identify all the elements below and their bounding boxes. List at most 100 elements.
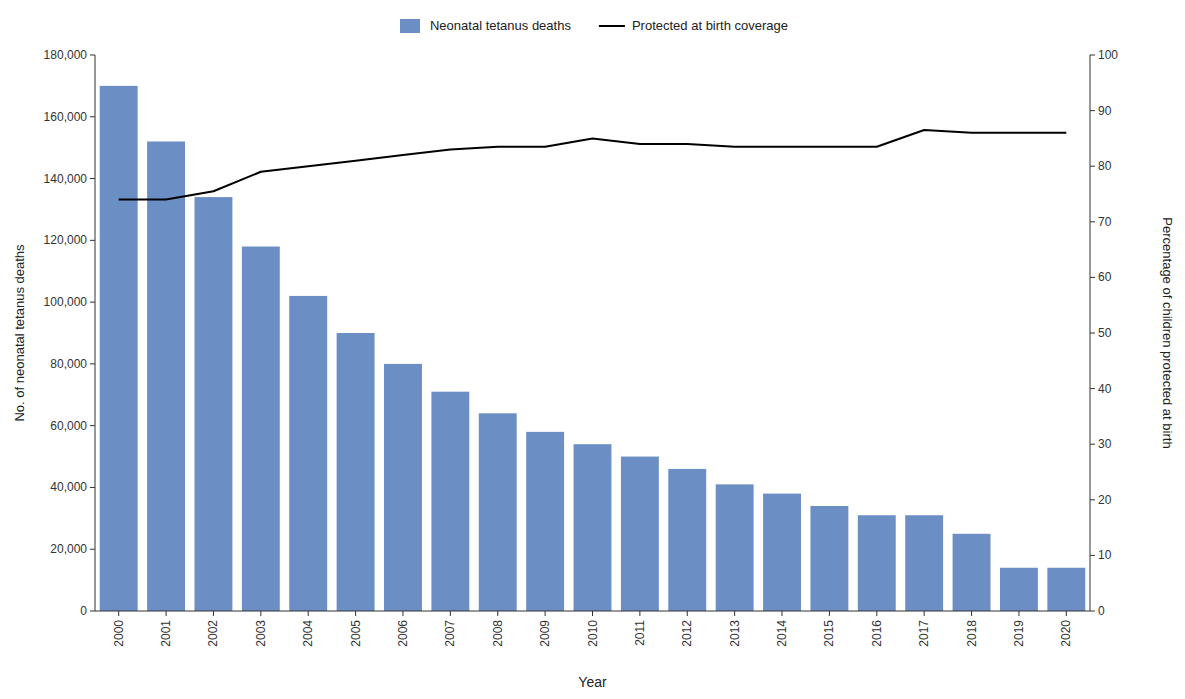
x-tick [118,611,119,616]
x-tick-label: 2006 [396,620,410,647]
bar [763,494,801,611]
y2-tick [1090,388,1095,389]
y-tick-label: 140,000 [44,172,88,186]
x-tick-label: 2018 [965,620,979,647]
y-tick [90,549,95,550]
x-tick-label: 2009 [538,620,552,647]
bar [431,392,469,611]
y2-tick-label: 80 [1098,159,1112,173]
y2-tick [1090,55,1095,56]
y-tick-label: 80,000 [50,357,87,371]
y2-tick [1090,166,1095,167]
x-tick [402,611,403,616]
y-tick-label: 180,000 [44,48,88,62]
y-tick [90,116,95,117]
y2-tick-label: 70 [1098,215,1112,229]
x-tick [1018,611,1019,616]
y2-tick-label: 30 [1098,437,1112,451]
y2-tick-label: 20 [1098,493,1112,507]
bar [574,444,612,611]
legend-item: Neonatal tetanus deaths [400,18,571,33]
legend-item: Protected at birth coverage [599,18,788,33]
x-tick [734,611,735,616]
legend: Neonatal tetanus deaths Protected at birt… [400,18,788,33]
y2-tick [1090,444,1095,445]
y2-tick [1090,221,1095,222]
y-tick [90,302,95,303]
y-axis-line [95,55,96,611]
chart: 2000200120022003200420052006200720082009… [0,0,1185,699]
bar [668,469,706,611]
x-tick [355,611,356,616]
bar [100,86,138,611]
y2-tick-label: 50 [1098,326,1112,340]
y2-tick-label: 60 [1098,270,1112,284]
x-tick-label: 2002 [206,620,220,647]
x-tick-label: 2003 [254,620,268,647]
x-tick [924,611,925,616]
x-tick-label: 2019 [1012,620,1026,647]
y2-tick-label: 100 [1098,48,1118,62]
x-tick-label: 2013 [728,620,742,647]
x-tick [687,611,688,616]
y2-tick [1090,333,1095,334]
line [119,130,1067,200]
bar [1000,568,1038,611]
y2-tick-label: 10 [1098,548,1112,562]
legend-label: Protected at birth coverage [632,18,788,33]
bar [289,296,327,611]
y-tick [90,425,95,426]
y2-tick [1090,277,1095,278]
y2-tick [1090,499,1095,500]
x-tick-label: 2008 [491,620,505,647]
x-tick [639,611,640,616]
y-tick-label: 20,000 [50,542,87,556]
x-tick [497,611,498,616]
x-tick [876,611,877,616]
axes: 2000200120022003200420052006200720082009… [44,48,1119,647]
x-tick [1066,611,1067,616]
y2-tick [1090,611,1095,612]
x-tick [308,611,309,616]
x-tick-label: 2005 [349,620,363,647]
bar [195,197,233,611]
y2-tick [1090,110,1095,111]
x-tick-label: 2000 [112,620,126,647]
x-tick-label: 2007 [443,620,457,647]
y-axis-title: No. of neonatal tetanus deaths [12,244,27,422]
legend-swatch [599,25,625,27]
x-tick-label: 2012 [680,620,694,647]
y-tick [90,363,95,364]
x-tick-label: 2011 [633,620,647,646]
y-tick-label: 160,000 [44,110,88,124]
legend-swatch [400,19,420,33]
y2-axis-title: Percentage of children protected at birt… [1160,217,1175,448]
y2-tick-label: 0 [1098,604,1105,618]
bar [242,247,280,611]
x-tick-label: 2016 [870,620,884,647]
x-tick [213,611,214,616]
bar [905,515,943,611]
y-tick-label: 0 [80,604,87,618]
x-tick-label: 2017 [917,620,931,647]
x-tick-label: 2014 [775,620,789,647]
bar [953,534,991,611]
y-tick [90,55,95,56]
x-tick [592,611,593,616]
x-tick [545,611,546,616]
bar [621,457,659,611]
bar [716,484,754,611]
y-tick-label: 60,000 [50,419,87,433]
y-tick [90,178,95,179]
y-tick [90,611,95,612]
x-axis-title: Year [578,674,607,690]
bar [337,333,375,611]
marks [100,86,1086,611]
y2-tick [1090,555,1095,556]
x-tick-label: 2015 [822,620,836,647]
x-tick-label: 2004 [301,620,315,647]
legend-label: Neonatal tetanus deaths [430,18,571,33]
bar [384,364,422,611]
y-tick-label: 40,000 [50,480,87,494]
bar [858,515,896,611]
